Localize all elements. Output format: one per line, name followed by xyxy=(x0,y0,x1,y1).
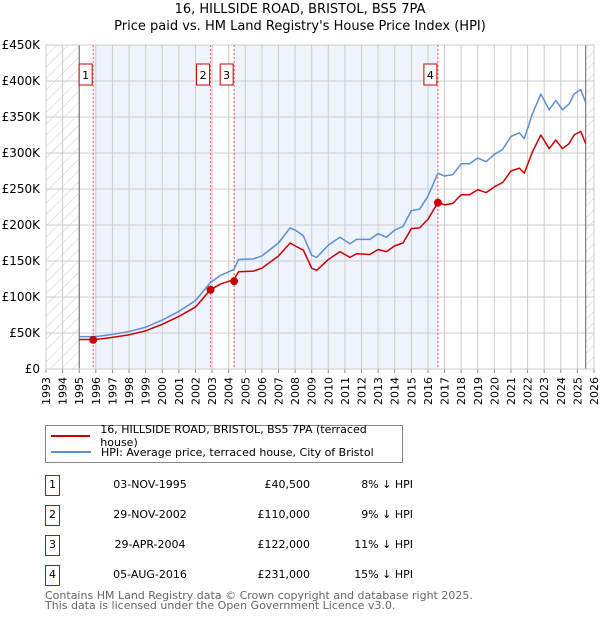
x-tick-label: 1997 xyxy=(106,377,119,405)
x-tick-label: 2023 xyxy=(538,377,551,405)
sale-label-number: 1 xyxy=(82,69,89,82)
sale-hpi-diff: 15% ↓ HPI xyxy=(354,568,413,581)
x-tick-label: 2025 xyxy=(571,377,584,405)
legend: 16, HILLSIDE ROAD, BRISTOL, BS5 7PA (ter… xyxy=(45,423,403,463)
x-tick-label: 1998 xyxy=(123,377,136,405)
sale-label-box xyxy=(219,63,234,86)
legend-item-hpi: HPI: Average price, terraced house, City… xyxy=(46,444,374,460)
x-tick-label: 2015 xyxy=(405,377,418,405)
x-tick-label: 2010 xyxy=(322,377,335,405)
x-tick-label: 1999 xyxy=(140,377,153,405)
x-tick-label: 2008 xyxy=(289,377,302,405)
sale-label-box xyxy=(196,63,211,86)
x-tick-label: 1995 xyxy=(73,377,86,405)
sale-marker-number: 4 xyxy=(45,565,60,586)
sale-hpi-diff: 8% ↓ HPI xyxy=(361,478,413,491)
sale-point xyxy=(230,277,239,286)
y-tick-label: £50K xyxy=(9,326,41,340)
chart-title: 16, HILLSIDE ROAD, BRISTOL, BS5 7PA xyxy=(174,2,426,17)
x-tick-label: 2014 xyxy=(389,377,402,405)
sale-point xyxy=(206,285,215,294)
sale-price: £110,000 xyxy=(257,508,311,521)
plot-border xyxy=(45,44,595,370)
legend-label: HPI: Average price, terraced house, City… xyxy=(101,445,374,459)
y-tick-label: £400K xyxy=(2,74,42,88)
y-tick-label: £200K xyxy=(2,218,42,232)
sale-marker-number: 1 xyxy=(45,475,60,496)
plot-area: 1993 1994 1995 1996 1997 1998 1999 2000 2001 2002… xyxy=(2,38,600,405)
x-tick-label: 2006 xyxy=(256,377,269,405)
x-tick-label: 2011 xyxy=(339,377,352,405)
x-tick-label: 2022 xyxy=(522,377,535,405)
x-tick-label: 1996 xyxy=(90,377,103,405)
sale-label-number: 2 xyxy=(200,69,207,82)
footer: Contains HM Land Registry data © Crown c… xyxy=(45,589,473,612)
legend-swatch xyxy=(51,451,91,453)
sale-date: 05-AUG-2016 xyxy=(113,568,187,581)
x-tick-label: 2012 xyxy=(356,377,369,405)
sale-marker-number: 2 xyxy=(45,505,60,526)
sale-point xyxy=(433,198,442,207)
y-tick-label: £300K xyxy=(2,146,42,160)
hatched-region-post-data xyxy=(585,45,594,369)
x-tick-label: 2005 xyxy=(239,377,252,405)
x-tick-label: 2017 xyxy=(439,377,452,405)
sale-label-box xyxy=(423,63,438,86)
x-tick-label: 2019 xyxy=(472,377,485,405)
x-tick-label: 2013 xyxy=(372,377,385,405)
x-tick-label: 2024 xyxy=(555,377,568,405)
x-tick-label: 1993 xyxy=(40,377,53,405)
x-tick-label: 1994 xyxy=(57,377,70,405)
sale-price: £231,000 xyxy=(257,568,311,581)
y-tick-label: £250K xyxy=(2,182,42,196)
sale-hpi-diff: 9% ↓ HPI xyxy=(361,508,413,521)
legend-label: 16, HILLSIDE ROAD, BRISTOL, BS5 7PA (ter… xyxy=(100,423,367,449)
shaded-period-1-2 xyxy=(93,45,211,369)
sale-price: £122,000 xyxy=(257,538,311,551)
legend-swatch xyxy=(51,435,91,437)
sale-label-box xyxy=(78,63,93,86)
x-tick-label: 2021 xyxy=(505,377,518,405)
sale-date: 29-APR-2004 xyxy=(114,538,186,551)
chart-subtitle: Price paid vs. HM Land Registry's House … xyxy=(114,19,486,34)
y-tick-label: £450K xyxy=(2,38,42,52)
footer-copyright: Contains HM Land Registry data © Crown c… xyxy=(45,589,473,602)
shaded-period-3-4 xyxy=(234,45,438,369)
sale-date: 03-NOV-1995 xyxy=(113,478,187,491)
sale-point xyxy=(89,335,98,344)
x-tick-label: 2002 xyxy=(189,377,202,405)
hpi-line xyxy=(79,88,587,338)
sale-label-number: 3 xyxy=(223,69,230,82)
x-tick-label: 2000 xyxy=(156,377,169,405)
x-tick-label: 2020 xyxy=(488,377,501,405)
sale-price: £40,500 xyxy=(264,478,311,491)
x-tick-label: 2001 xyxy=(173,377,186,405)
sale-marker-number: 3 xyxy=(45,535,60,556)
x-tick-label: 2016 xyxy=(422,377,435,405)
sale-label-number: 4 xyxy=(427,69,434,82)
y-tick-label: £100K xyxy=(2,290,42,304)
x-tick-label: 2026 xyxy=(588,377,600,405)
y-tick-label: £350K xyxy=(2,110,42,124)
sale-hpi-diff: 11% ↓ HPI xyxy=(354,538,413,551)
x-tick-label: 2009 xyxy=(306,377,319,405)
x-tick-label: 2004 xyxy=(223,377,236,405)
sale-date: 29-NOV-2002 xyxy=(113,508,187,521)
price-line xyxy=(79,130,587,341)
legend-item-property: 16, HILLSIDE ROAD, BRISTOL, BS5 7PA (ter… xyxy=(46,423,402,449)
y-tick-label: £0 xyxy=(25,362,40,376)
y-tick-label: £150K xyxy=(2,254,42,268)
x-tick-label: 2018 xyxy=(455,377,468,405)
x-tick-label: 2007 xyxy=(272,377,285,405)
footer-licence: This data is licensed under the Open Gov… xyxy=(45,599,396,612)
x-tick-label: 2003 xyxy=(206,377,219,405)
